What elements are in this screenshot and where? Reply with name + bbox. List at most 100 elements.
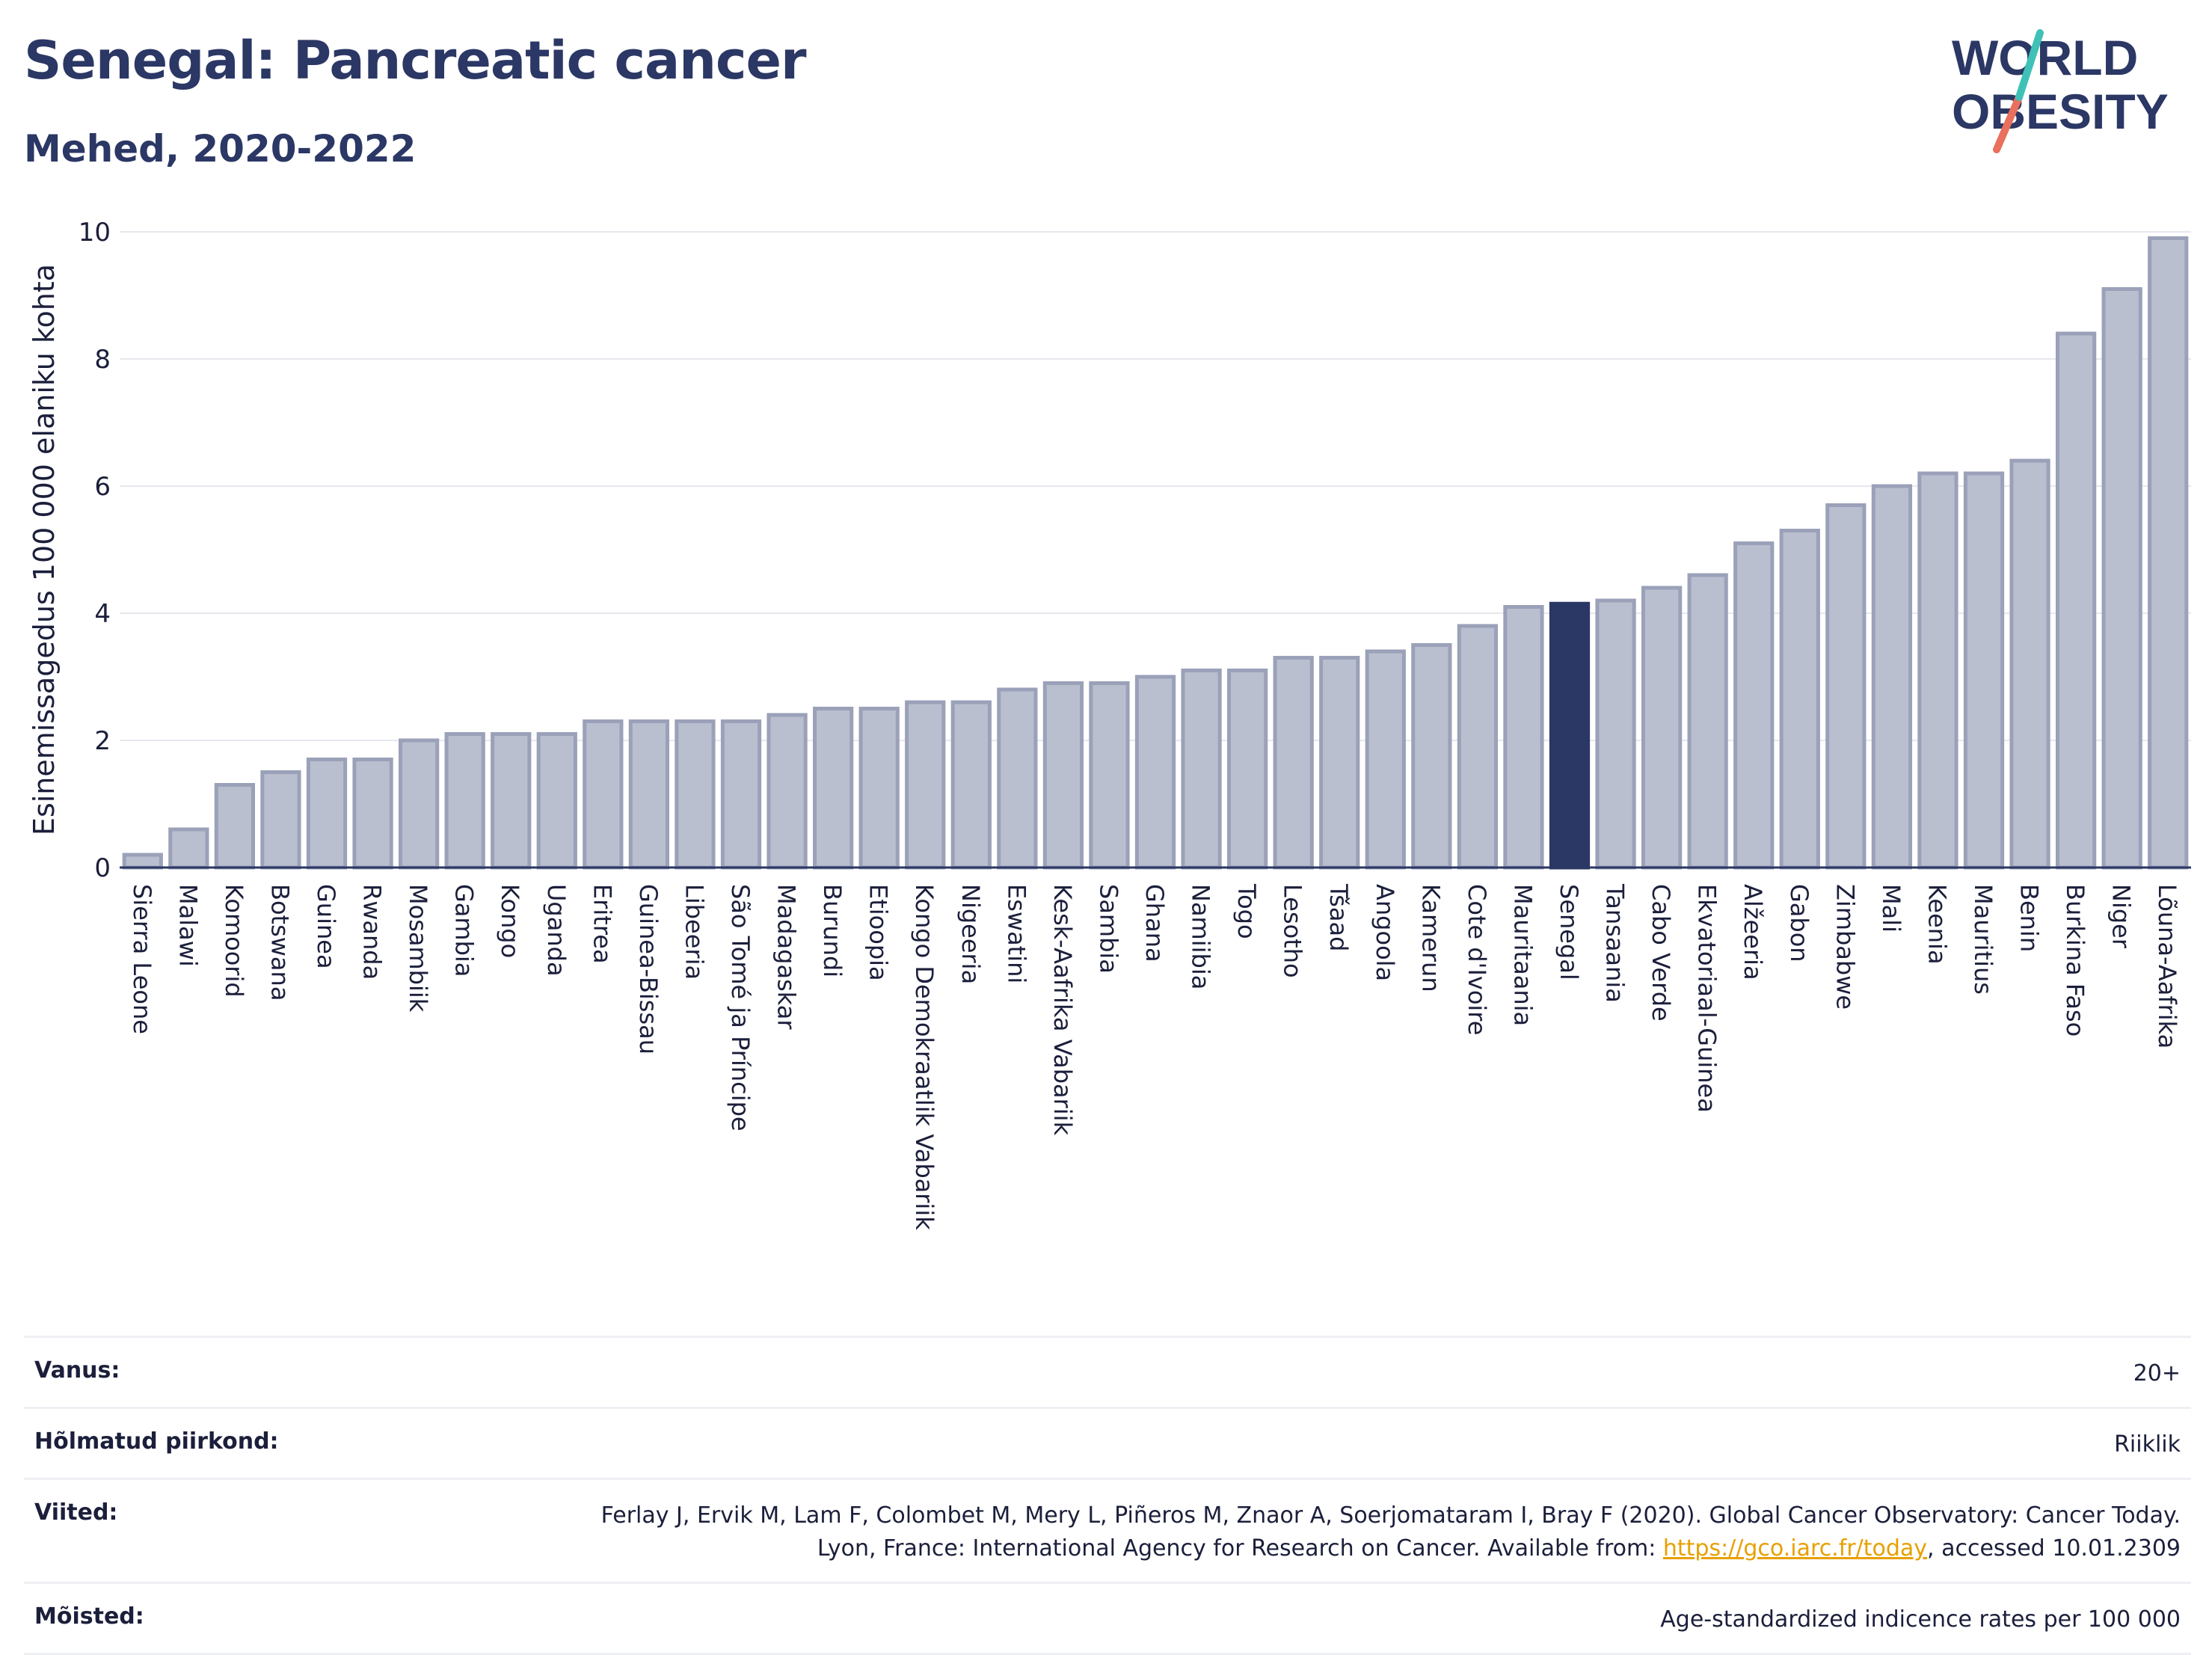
x-tick-label: Mauritaania bbox=[1508, 884, 1537, 1026]
x-tick-label: Gambia bbox=[450, 884, 479, 977]
x-tick-label: Guinea-Bissau bbox=[634, 884, 663, 1054]
y-tick-label: 0 bbox=[94, 853, 111, 883]
x-tick-label: Niger bbox=[2107, 884, 2136, 949]
x-tick-label: Mosambiik bbox=[404, 884, 432, 1013]
bar bbox=[1411, 643, 1452, 870]
x-tick-label: Angoola bbox=[1371, 884, 1399, 981]
page-subtitle: Mehed, 2020-2022 bbox=[24, 127, 417, 171]
x-tick-label: Sambia bbox=[1094, 884, 1122, 974]
footer-label: Viited: bbox=[34, 1499, 118, 1526]
footer-row-region: Hõlmatud piirkond: Riiklik bbox=[24, 1407, 2191, 1478]
bar bbox=[1549, 601, 1591, 870]
bar bbox=[766, 713, 808, 870]
x-tick-label: Kesk-Aafrika Vabariik bbox=[1048, 884, 1077, 1136]
bar bbox=[1871, 484, 1913, 870]
x-tick-label: Etioopia bbox=[864, 884, 893, 981]
bar bbox=[260, 770, 301, 870]
bar bbox=[444, 732, 485, 870]
footer-value: Ferlay J, Ervik M, Lam F, Colombet M, Me… bbox=[535, 1499, 2181, 1565]
bar bbox=[1917, 471, 1958, 870]
bar bbox=[1226, 669, 1268, 870]
y-tick-label: 10 bbox=[79, 218, 111, 248]
bars bbox=[122, 236, 2189, 870]
x-tick-label: Kamerun bbox=[1416, 884, 1445, 992]
x-tick-label: Burkina Faso bbox=[2061, 884, 2089, 1037]
footer-value: Riiklik bbox=[2114, 1431, 2181, 1458]
x-tick-label: Cabo Verde bbox=[1647, 884, 1675, 1022]
bar bbox=[1963, 471, 2005, 870]
chart-footer: Vanus: 20+ Hõlmatud piirkond: Riiklik Vi… bbox=[24, 1336, 2191, 1655]
bar bbox=[1134, 675, 1176, 870]
x-tick-label: Tansaania bbox=[1601, 883, 1629, 1003]
bar bbox=[950, 700, 992, 870]
x-tick-label: Tšaad bbox=[1324, 883, 1353, 951]
x-tick-labels: Sierra Leone Malawi Komoorid Botswana Guinea… bbox=[128, 883, 2181, 1230]
bar bbox=[398, 738, 440, 870]
bar bbox=[1089, 681, 1130, 870]
bar bbox=[675, 719, 716, 870]
x-tick-label: Benin bbox=[2015, 884, 2044, 952]
logo-slash-coral bbox=[1993, 93, 2023, 153]
x-tick-label: Madagaskar bbox=[772, 884, 801, 1030]
logo-slash-teal bbox=[2015, 29, 2044, 101]
x-tick-label: Malawi bbox=[173, 884, 202, 967]
x-tick-label: Ekvatoriaal-Guinea bbox=[1693, 884, 1721, 1113]
bar bbox=[858, 707, 900, 870]
bar bbox=[1779, 529, 1820, 870]
bar bbox=[1042, 681, 1084, 870]
x-tick-label: Mauritius bbox=[1969, 884, 1997, 995]
x-tick-label: Kongo Demokraatlik Vabariik bbox=[910, 884, 938, 1230]
bar bbox=[2055, 331, 2097, 870]
bar bbox=[720, 719, 762, 870]
x-tick-label: Cote d'Ivoire bbox=[1463, 884, 1491, 1035]
y-axis-label: Esinemissagedus 100 000 elaniku kohta bbox=[28, 264, 61, 835]
bar bbox=[2101, 287, 2142, 870]
y-tick-labels: 0 2 4 6 8 10 bbox=[79, 218, 111, 883]
y-tick-label: 4 bbox=[94, 599, 111, 629]
bar bbox=[1595, 598, 1636, 870]
bar bbox=[812, 707, 854, 870]
x-tick-label: Nigeeria bbox=[956, 884, 985, 984]
bar bbox=[122, 853, 163, 870]
footer-value: Age-standardized indicence rates per 100… bbox=[1660, 1606, 2181, 1633]
bar bbox=[628, 719, 670, 870]
x-tick-label: Gabon bbox=[1785, 884, 1813, 962]
x-tick-label: Komoorid bbox=[220, 884, 248, 998]
x-tick-label: Burundi bbox=[818, 884, 847, 977]
bar bbox=[2148, 236, 2189, 870]
y-tick-label: 2 bbox=[94, 726, 111, 756]
footer-label: Vanus: bbox=[34, 1357, 120, 1384]
footer-row-definitions: Mõisted: Age-standardized indicence rate… bbox=[24, 1582, 2191, 1655]
bar bbox=[583, 719, 624, 870]
x-tick-label: Rwanda bbox=[358, 884, 387, 980]
bar-chart: 0 2 4 6 8 10 Sierra Leone Malawi Komoorid Botswa… bbox=[28, 218, 2191, 1230]
x-tick-label: Keenia bbox=[1923, 884, 1951, 965]
bar bbox=[1641, 586, 1683, 870]
x-tick-label: Libeeria bbox=[680, 884, 708, 980]
bar bbox=[1457, 624, 1499, 870]
bar bbox=[905, 700, 946, 870]
bar bbox=[1825, 503, 1867, 870]
bar bbox=[1181, 669, 1222, 870]
bar bbox=[2009, 458, 2050, 870]
logo-line1: WORLD bbox=[1952, 30, 2138, 85]
logo-line2: OBESITY bbox=[1952, 84, 2169, 139]
bar bbox=[1319, 656, 1360, 870]
x-tick-label: Eritrea bbox=[588, 884, 616, 964]
bar bbox=[491, 732, 532, 870]
x-tick-label: Senegal bbox=[1555, 884, 1583, 980]
x-tick-label: Namiibia bbox=[1187, 884, 1215, 989]
y-tick-label: 8 bbox=[94, 345, 111, 375]
x-tick-label: Lõuna-Aafrika bbox=[2153, 884, 2181, 1048]
bar bbox=[214, 783, 256, 870]
bar bbox=[1687, 573, 1728, 870]
footer-row-references: Viited: Ferlay J, Ervik M, Lam F, Colomb… bbox=[24, 1478, 2191, 1582]
bar bbox=[997, 687, 1038, 870]
x-tick-label: Eswatini bbox=[1002, 884, 1030, 983]
reference-text-after: , accessed 10.01.2309 bbox=[1927, 1535, 2181, 1562]
reference-link[interactable]: https://gco.iarc.fr/today bbox=[1662, 1535, 1928, 1562]
x-tick-label: São Tomé ja Príncipe bbox=[726, 884, 755, 1132]
world-obesity-logo: WORLD OBESITY bbox=[1952, 29, 2169, 153]
bar bbox=[306, 758, 348, 870]
x-tick-label: Botswana bbox=[265, 884, 294, 1001]
